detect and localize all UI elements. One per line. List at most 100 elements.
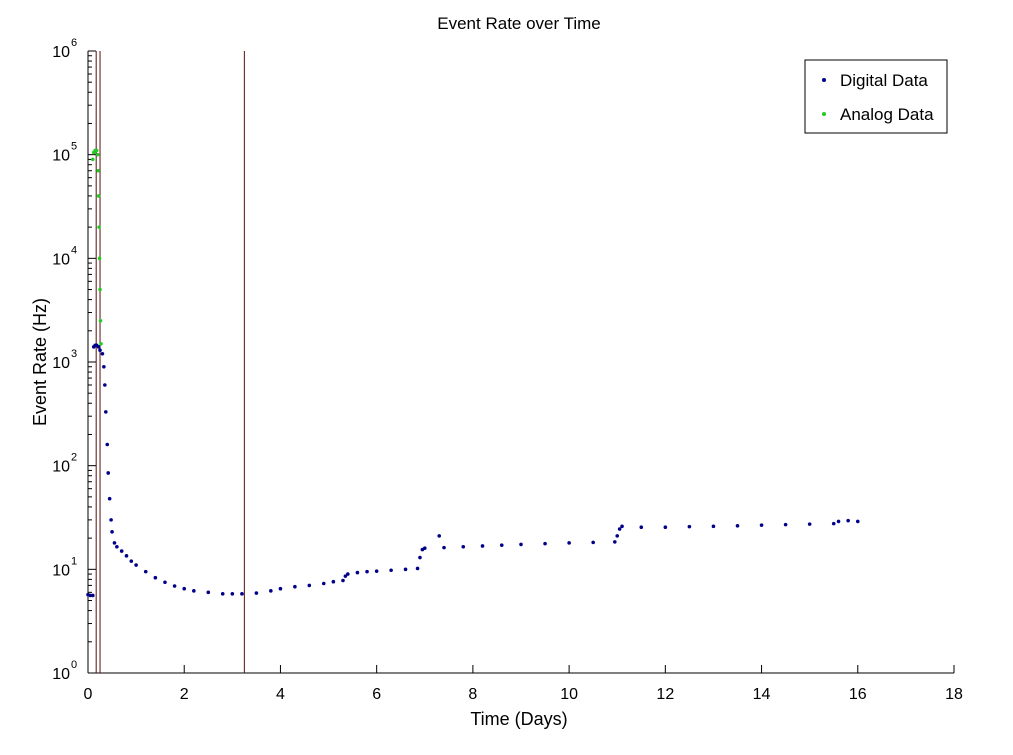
y-tick-exponent: 2 <box>71 452 77 464</box>
data-point <box>96 345 101 349</box>
data-point <box>422 546 427 550</box>
data-point <box>98 287 102 292</box>
data-point <box>153 575 158 580</box>
plot-area <box>87 51 954 674</box>
data-point <box>836 519 841 524</box>
y-tick-exponent: 0 <box>71 659 77 671</box>
x-tick-label: 0 <box>84 686 93 703</box>
data-point <box>663 525 668 529</box>
data-point <box>415 566 420 571</box>
data-point <box>115 544 119 549</box>
y-tick-label: 10 <box>52 666 70 683</box>
data-point <box>617 527 622 531</box>
data-point <box>110 530 114 534</box>
legend-marker-digital <box>822 78 826 82</box>
data-point <box>104 410 108 414</box>
data-point <box>613 540 617 544</box>
data-point <box>783 522 788 527</box>
data-point <box>331 579 336 584</box>
data-point <box>687 524 692 529</box>
legend-box <box>804 59 948 134</box>
y-tick-exponent: 4 <box>71 244 77 256</box>
data-point <box>307 583 312 588</box>
data-point <box>97 256 102 261</box>
x-tick-label: 14 <box>753 686 771 703</box>
data-point <box>134 563 138 567</box>
data-point <box>759 523 764 527</box>
y-tick-exponent: 1 <box>71 555 77 567</box>
data-point <box>355 570 360 575</box>
data-point <box>100 351 105 356</box>
data-point <box>365 569 369 574</box>
x-axis-label: Time (Days) <box>470 709 567 729</box>
x-tick-label: 8 <box>468 686 477 703</box>
legend-label-analog: Analog Data <box>840 105 934 124</box>
data-point <box>112 541 117 545</box>
data-point <box>109 518 113 522</box>
data-point <box>124 554 129 558</box>
data-point <box>807 522 812 526</box>
data-point <box>254 591 259 595</box>
data-point <box>278 586 283 591</box>
y-tick-exponent: 3 <box>71 348 77 360</box>
data-point <box>240 592 244 596</box>
data-point <box>230 592 235 596</box>
data-point <box>591 540 595 545</box>
x-tick-label: 2 <box>180 686 189 703</box>
x-tick-label: 18 <box>945 686 963 703</box>
data-point <box>129 559 134 563</box>
y-tick-exponent: 6 <box>71 37 77 49</box>
y-tick-label: 10 <box>52 251 70 268</box>
data-point <box>418 555 422 560</box>
data-point <box>855 519 860 524</box>
y-tick-exponent: 5 <box>71 141 77 153</box>
y-tick-label: 10 <box>52 562 70 579</box>
data-point <box>94 148 99 153</box>
data-point <box>106 471 111 475</box>
data-point <box>403 567 408 572</box>
y-tick-label: 10 <box>52 44 70 61</box>
data-point <box>99 341 103 346</box>
data-point <box>461 544 466 549</box>
x-tick-label: 4 <box>276 686 285 703</box>
chart-title: Event Rate over Time <box>437 14 600 33</box>
data-point <box>321 581 326 586</box>
data-point <box>105 442 110 447</box>
x-tick-label: 10 <box>560 686 578 703</box>
data-point <box>119 549 124 553</box>
data-point <box>102 364 106 369</box>
data-point <box>615 534 620 538</box>
data-point <box>374 569 379 573</box>
data-point <box>95 152 100 157</box>
y-tick-label: 10 <box>52 459 70 476</box>
x-tick-label: 12 <box>656 686 674 703</box>
legend-marker-analog <box>822 112 826 116</box>
data-point <box>96 194 101 198</box>
data-point <box>293 584 297 589</box>
data-point <box>499 543 504 547</box>
vertical-markers <box>95 51 245 673</box>
data-point <box>831 521 836 526</box>
data-point <box>220 592 225 596</box>
data-point <box>182 586 187 591</box>
data-series <box>86 148 860 598</box>
data-point <box>567 541 571 545</box>
data-point <box>98 318 103 323</box>
data-point <box>343 574 348 578</box>
legend-label-digital: Digital Data <box>840 71 928 90</box>
x-tick-label: 6 <box>372 686 381 703</box>
data-point <box>437 534 442 538</box>
data-point <box>519 542 523 547</box>
data-point <box>711 524 716 529</box>
data-point <box>91 593 95 598</box>
x-ticks: 0 2 4 6 8 10 12 14 16 18 <box>84 665 963 703</box>
data-point <box>96 168 100 173</box>
data-point <box>480 544 485 548</box>
legend: Digital Data Analog Data <box>804 59 948 134</box>
data-point <box>269 589 273 593</box>
y-tick-label: 10 <box>52 355 70 372</box>
data-point <box>543 541 547 546</box>
data-point <box>735 523 740 528</box>
